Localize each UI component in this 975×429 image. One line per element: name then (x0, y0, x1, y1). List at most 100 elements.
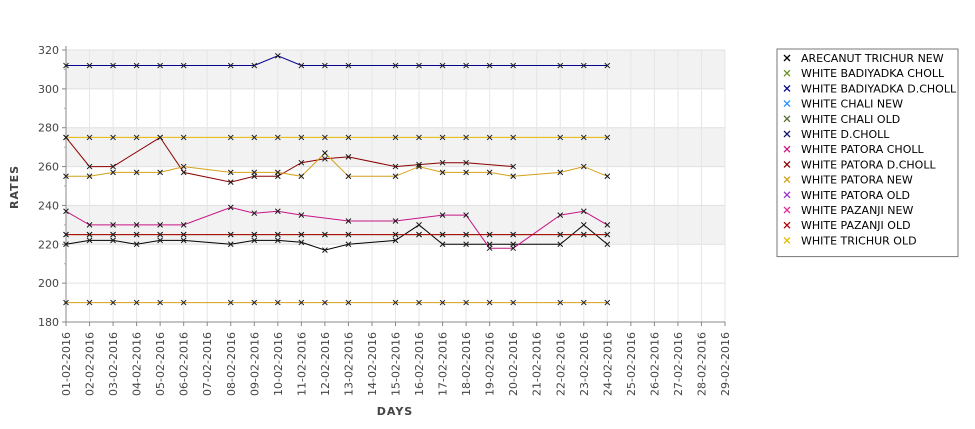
data-point-cross (345, 299, 352, 306)
data-point-cross (63, 173, 69, 180)
x-tick-label: 07-02-2016 (201, 332, 214, 396)
data-point-marker (510, 62, 517, 69)
data-point-cross (227, 179, 234, 185)
data-point-cross (157, 299, 163, 306)
data-point-cross (439, 299, 446, 306)
data-point-marker (510, 231, 517, 238)
data-point-cross (298, 212, 305, 218)
data-point-marker (298, 134, 305, 141)
data-point-cross (110, 231, 116, 238)
legend-marker (783, 69, 791, 77)
data-point-cross (274, 169, 281, 176)
data-point-cross (298, 62, 305, 69)
data-point-cross (580, 222, 587, 228)
data-point-cross (416, 134, 422, 141)
data-point-marker (180, 163, 187, 170)
data-point-marker (557, 231, 564, 238)
data-point-cross (463, 159, 469, 166)
data-point-cross (110, 299, 116, 306)
data-point-marker (439, 231, 446, 238)
data-point-cross (345, 173, 352, 180)
data-point-marker (251, 299, 258, 306)
data-point-cross (274, 52, 281, 59)
data-point-marker (439, 62, 446, 69)
data-point-cross (63, 241, 69, 248)
data-point-cross (557, 299, 564, 306)
data-point-cross (510, 62, 517, 69)
data-point-cross (274, 237, 281, 244)
x-tick-label: 27-02-2016 (672, 332, 685, 396)
data-point-cross (439, 231, 446, 238)
data-point-marker (510, 245, 517, 252)
x-tick-label: 05-02-2016 (154, 332, 167, 396)
legend-marker (783, 206, 791, 214)
data-point-marker (274, 169, 281, 176)
data-point-marker (86, 231, 93, 238)
data-point-marker (439, 134, 446, 141)
data-point-marker (86, 222, 93, 228)
data-point-marker (133, 62, 140, 69)
data-point-marker (322, 150, 328, 156)
data-point-cross (157, 169, 163, 176)
data-point-cross (227, 241, 234, 248)
data-point-marker (392, 62, 399, 69)
data-point-marker (227, 299, 234, 306)
data-point-cross (463, 231, 469, 238)
data-point-cross (133, 134, 140, 141)
data-point-cross (580, 163, 587, 170)
data-point-marker (580, 62, 587, 69)
x-tick-label: 18-02-2016 (460, 332, 473, 396)
data-point-cross (251, 134, 258, 141)
data-point-marker (251, 237, 258, 244)
data-point-marker (510, 299, 517, 306)
data-point-marker (345, 299, 352, 306)
series-markers (63, 52, 611, 306)
data-point-marker (580, 231, 587, 238)
data-point-marker (392, 231, 399, 238)
data-point-cross (604, 62, 611, 69)
legend-item-label: WHITE PATORA D.CHOLL (801, 158, 936, 171)
x-tick-label: 25-02-2016 (625, 332, 638, 396)
x-tick-label: 01-02-2016 (60, 332, 73, 396)
data-point-cross (180, 222, 187, 228)
data-point-marker (345, 154, 352, 160)
data-point-marker (322, 62, 328, 69)
data-point-cross (180, 163, 187, 170)
legend-item-label: WHITE CHALI OLD (801, 113, 900, 126)
data-point-cross (557, 62, 564, 69)
x-tick-label: 26-02-2016 (648, 332, 661, 396)
legend-item-label: WHITE PATORA OLD (801, 189, 910, 202)
data-point-marker (463, 299, 469, 306)
data-point-cross (227, 299, 234, 306)
x-tick-label: 29-02-2016 (719, 332, 732, 396)
data-point-cross (180, 169, 187, 176)
data-point-marker (133, 299, 140, 306)
data-point-marker (298, 159, 305, 166)
data-point-cross (251, 169, 258, 176)
legend-marker (783, 145, 791, 153)
data-point-cross (86, 134, 93, 141)
data-point-marker (63, 134, 69, 141)
data-point-cross (392, 173, 399, 180)
data-point-marker (180, 169, 187, 176)
data-point-marker (557, 169, 564, 176)
data-point-marker (439, 241, 446, 248)
x-tick-label: 23-02-2016 (578, 332, 591, 396)
data-point-marker (298, 299, 305, 306)
data-point-cross (392, 237, 399, 244)
data-point-cross (439, 212, 446, 218)
data-point-marker (227, 134, 234, 141)
data-point-cross (63, 208, 69, 215)
data-point-cross (416, 222, 422, 228)
data-point-marker (157, 62, 163, 69)
data-point-cross (345, 62, 352, 69)
data-point-marker (345, 231, 352, 238)
data-point-marker (157, 231, 163, 238)
data-point-marker (133, 231, 140, 238)
data-point-cross (180, 237, 187, 244)
x-tick-label: 15-02-2016 (390, 332, 403, 396)
data-point-cross (133, 222, 140, 228)
data-point-cross (274, 299, 281, 306)
data-point-marker (580, 299, 587, 306)
data-point-cross (110, 222, 116, 228)
